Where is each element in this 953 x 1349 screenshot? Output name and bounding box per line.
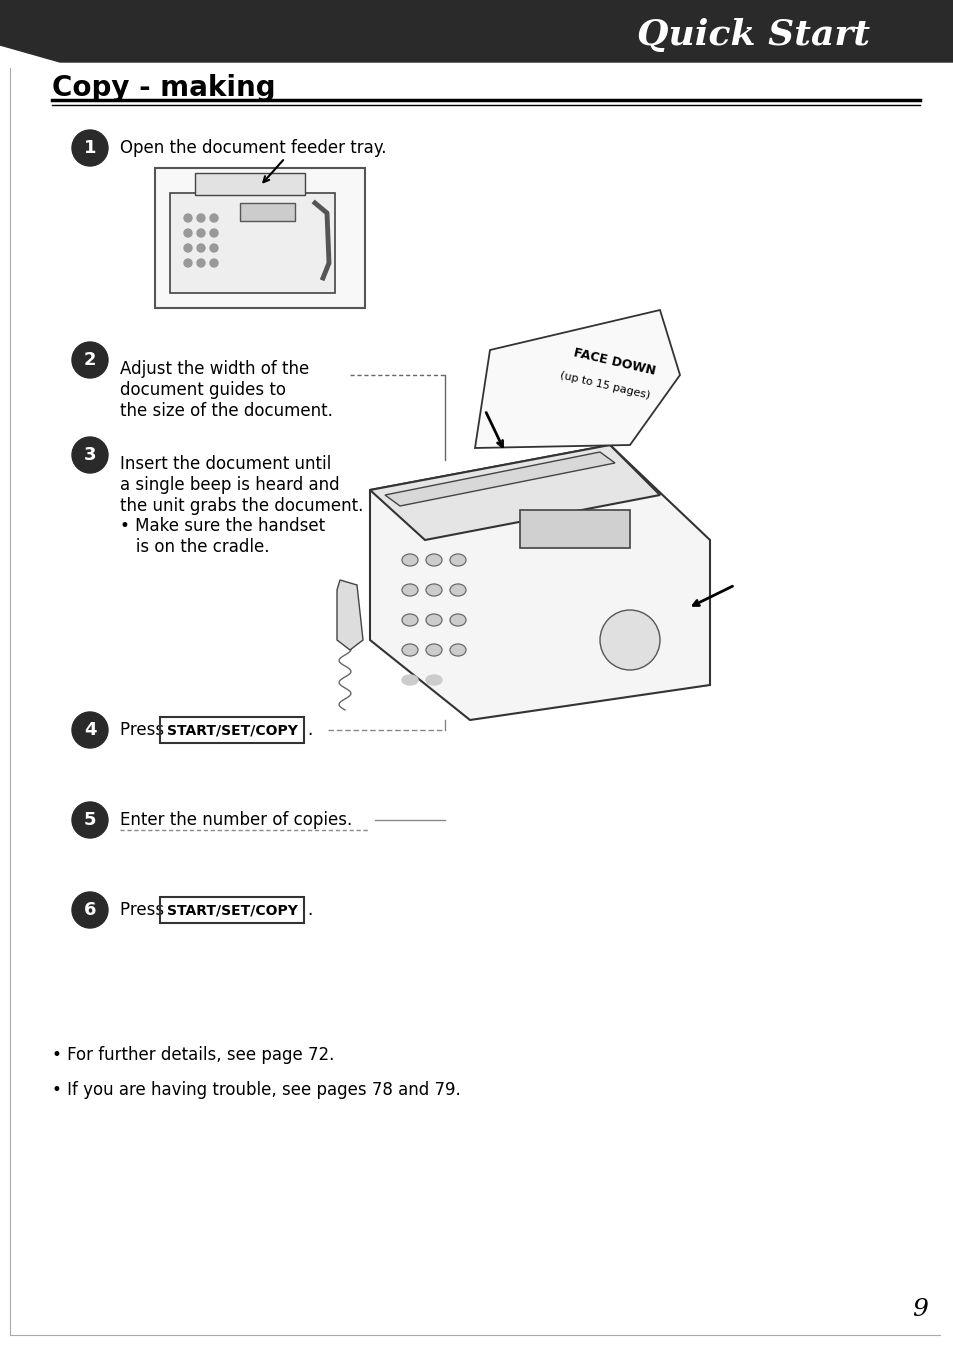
Polygon shape <box>370 445 709 720</box>
Ellipse shape <box>450 614 465 626</box>
Text: Enter the number of copies.: Enter the number of copies. <box>120 811 352 830</box>
Circle shape <box>196 244 205 252</box>
Text: Insert the document until
a single beep is heard and
the unit grabs the document: Insert the document until a single beep … <box>120 455 363 556</box>
Bar <box>240 202 294 221</box>
Circle shape <box>184 244 192 252</box>
Text: Open the document feeder tray.: Open the document feeder tray. <box>120 139 386 156</box>
Text: 5: 5 <box>84 811 96 830</box>
Polygon shape <box>370 445 659 540</box>
Circle shape <box>71 437 108 473</box>
Ellipse shape <box>401 643 417 656</box>
Text: START/SET/COPY: START/SET/COPY <box>167 723 297 737</box>
Ellipse shape <box>401 584 417 596</box>
Circle shape <box>184 229 192 237</box>
Text: 2: 2 <box>84 351 96 370</box>
Bar <box>170 193 335 293</box>
Bar <box>519 510 629 548</box>
Text: Quick Start: Quick Start <box>637 18 869 53</box>
Ellipse shape <box>401 554 417 567</box>
Ellipse shape <box>401 614 417 626</box>
Circle shape <box>210 229 218 237</box>
Ellipse shape <box>450 584 465 596</box>
Circle shape <box>196 229 205 237</box>
Text: • If you are having trouble, see pages 78 and 79.: • If you are having trouble, see pages 7… <box>52 1081 460 1099</box>
Text: • For further details, see page 72.: • For further details, see page 72. <box>52 1045 334 1064</box>
Circle shape <box>184 214 192 223</box>
Circle shape <box>210 259 218 267</box>
Text: FACE DOWN: FACE DOWN <box>572 347 657 378</box>
Ellipse shape <box>426 584 441 596</box>
Circle shape <box>196 259 205 267</box>
Text: .: . <box>307 901 312 919</box>
Text: 3: 3 <box>84 447 96 464</box>
Text: 4: 4 <box>84 720 96 739</box>
Ellipse shape <box>426 674 441 685</box>
Circle shape <box>210 244 218 252</box>
Circle shape <box>71 803 108 838</box>
Polygon shape <box>336 580 363 650</box>
Circle shape <box>184 259 192 267</box>
Text: START/SET/COPY: START/SET/COPY <box>167 902 297 917</box>
Bar <box>194 173 305 196</box>
Circle shape <box>71 712 108 747</box>
Text: 9: 9 <box>911 1299 927 1322</box>
Circle shape <box>71 130 108 166</box>
Circle shape <box>196 214 205 223</box>
Ellipse shape <box>426 554 441 567</box>
Text: Adjust the width of the
document guides to
the size of the document.: Adjust the width of the document guides … <box>120 360 333 420</box>
Text: 1: 1 <box>84 139 96 156</box>
Circle shape <box>210 214 218 223</box>
Text: 6: 6 <box>84 901 96 919</box>
Ellipse shape <box>426 614 441 626</box>
Ellipse shape <box>401 674 417 685</box>
Text: Press: Press <box>120 720 170 739</box>
Text: Press: Press <box>120 901 170 919</box>
Polygon shape <box>475 310 679 448</box>
Circle shape <box>599 610 659 670</box>
Circle shape <box>71 343 108 378</box>
Ellipse shape <box>426 643 441 656</box>
Text: (up to 15 pages): (up to 15 pages) <box>558 370 650 401</box>
Ellipse shape <box>450 554 465 567</box>
Text: .: . <box>307 720 312 739</box>
Polygon shape <box>385 452 615 506</box>
Circle shape <box>71 892 108 928</box>
Polygon shape <box>0 0 953 62</box>
Bar <box>154 169 365 308</box>
Text: Copy - making: Copy - making <box>52 74 275 103</box>
Ellipse shape <box>450 643 465 656</box>
